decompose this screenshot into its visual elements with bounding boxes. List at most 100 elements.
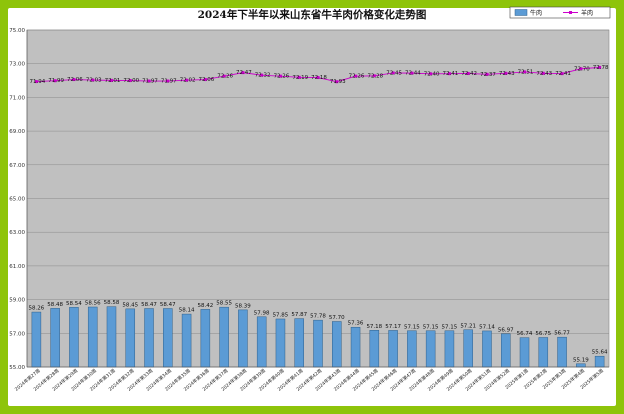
beef-value-label: 57.98 [254,310,270,316]
mutton-value-label: 72.44 [405,71,421,77]
mutton-value-label: 72.41 [443,71,459,77]
beef-bar [125,308,136,368]
beef-value-label: 57.70 [329,315,345,321]
beef-value-label: 58.58 [104,300,120,306]
mutton-point [541,71,545,75]
beef-bar [238,309,248,368]
mutton-value-label: 72.00 [123,78,139,84]
mutton-value-label: 71.97 [142,79,158,85]
beef-value-label: 57.87 [291,312,307,318]
y-tick-label: 71.00 [9,95,25,101]
beef-value-label: 58.54 [66,301,82,307]
mutton-point [166,79,170,83]
mutton-value-label: 71.93 [330,79,346,85]
beef-value-label: 57.78 [310,314,326,320]
mutton-point [485,72,489,76]
beef-value-label: 56.74 [517,331,533,337]
mutton-point [297,75,301,79]
beef-value-label: 57.17 [385,324,401,330]
mutton-point [579,67,583,71]
mutton-point [53,79,57,83]
beef-bar [144,308,154,368]
beef-value-label: 56.97 [498,327,514,333]
beef-value-label: 58.14 [179,308,195,314]
y-tick-label: 61.00 [9,264,25,270]
y-tick-label: 75.00 [9,28,25,34]
mutton-data-labels: 71.94 71.99 72.06 72.03 72.01 72.00 71.97 71.97… [30,65,609,85]
mutton-point [147,79,151,83]
mutton-value-label: 72.06 [198,77,214,83]
y-tick-label: 57.00 [9,331,25,337]
mutton-value-label: 72.43 [536,71,552,77]
mutton-point [466,71,470,75]
mutton-value-label: 72.26 [349,74,365,80]
beef-value-label: 58.47 [160,302,176,308]
beef-value-label: 57.85 [273,312,289,318]
mutton-point [504,71,508,75]
chart-title: 2024年下半年以来山东省牛羊肉价格变化走势图 [198,8,427,21]
mutton-point [598,65,602,69]
mutton-value-label: 72.02 [180,78,196,84]
y-tick-label: 67.00 [9,163,25,169]
mutton-point [260,73,264,77]
beef-bar [163,308,173,368]
beef-value-label: 57.36 [348,321,364,327]
beef-bar [538,337,549,368]
beef-value-label: 58.47 [141,302,157,308]
mutton-point [391,71,395,75]
mutton-point [34,80,38,84]
y-tick-label: 65.00 [9,197,25,203]
beef-value-label: 58.48 [47,302,63,308]
mutton-value-label: 72.78 [593,65,609,71]
beef-bar [557,336,567,368]
mutton-point [278,74,282,78]
mutton-point [222,74,226,78]
mutton-point [203,78,207,82]
beef-bar [31,311,42,368]
mutton-value-label: 72.19 [292,75,308,81]
beef-bar [294,318,304,368]
mutton-point [560,72,564,76]
beef-bar [275,318,286,368]
mutton-point [447,72,451,76]
mutton-value-label: 72.03 [86,78,102,84]
mutton-point [410,71,414,75]
beef-value-label: 55.64 [592,350,608,356]
beef-bar [482,330,492,368]
beef-bar [181,313,192,368]
beef-bar [69,307,79,368]
beef-bar [463,329,473,368]
beef-value-label: 56.77 [554,331,570,337]
mutton-point [523,70,527,74]
beef-value-label: 56.75 [535,331,551,337]
mutton-value-label: 72.18 [311,75,327,81]
y-tick-label: 59.00 [9,298,25,304]
beef-bar [256,316,267,368]
mutton-value-label: 72.01 [105,78,121,84]
mutton-value-label: 72.06 [67,77,83,83]
mutton-point [72,78,76,82]
beef-bar [444,330,455,368]
y-tick-label: 73.00 [9,62,25,68]
y-tick-label: 63.00 [9,230,25,236]
mutton-value-label: 72.47 [236,70,252,76]
beef-bar [388,330,398,368]
mutton-value-label: 71.97 [161,79,177,85]
x-axis: 2024年第27周2024年第28周2024年第29周2024年第30周2024… [13,366,609,393]
y-tick-label: 55.00 [9,365,25,371]
mutton-point [241,71,245,75]
beef-bar [50,308,60,368]
legend-swatch-mutton-marker [569,11,572,14]
beef-bar [369,330,380,368]
mutton-value-label: 72.41 [555,71,571,77]
mutton-value-label: 72.28 [367,73,383,79]
beef-value-label: 57.15 [442,324,458,330]
beef-value-label: 58.56 [85,301,101,307]
beef-value-label: 58.39 [235,303,251,309]
mutton-point [128,79,132,83]
beef-value-label: 58.42 [197,303,213,309]
mutton-value-label: 72.32 [255,73,271,79]
beef-bar [219,306,229,368]
beef-bar [87,306,98,368]
beef-bar [425,330,436,368]
